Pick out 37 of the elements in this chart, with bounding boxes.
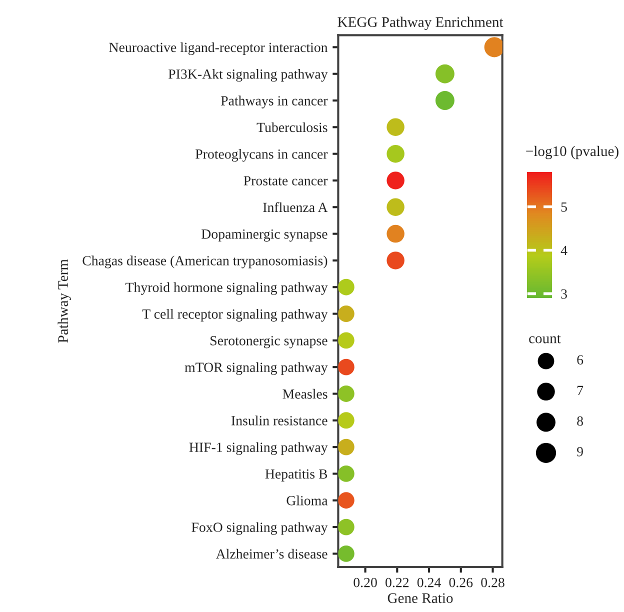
color-bar-label: 5 [561, 202, 567, 212]
legend-label: 6 [577, 355, 584, 365]
x-axis-title: Gene Ratio [388, 593, 453, 604]
x-tick-label: 0.28 [481, 578, 504, 588]
legend-title: count [529, 334, 561, 344]
y-tick-label: Neuroactive ligand-receptor interaction [109, 42, 328, 55]
y-tick-label: Serotonergic synapse [210, 336, 328, 348]
y-tick-label: Measles [282, 388, 328, 399]
y-tick-label: FoxO signaling pathway [192, 522, 328, 535]
y-tick-label: Pathways in cancer [220, 96, 328, 108]
y-tick-label: PI3K-Akt signaling pathway [168, 69, 328, 82]
y-tick-label: mTOR signaling pathway [184, 362, 328, 375]
y-tick-label: Proteoglycans in cancer [196, 149, 328, 162]
x-tick-label: 0.24 [417, 578, 441, 588]
y-tick-label: Tuberculosis [256, 122, 328, 132]
x-tick-label: 0.22 [386, 578, 409, 588]
color-bar-title: −log10 (pvalue) [526, 146, 618, 160]
y-tick-label: Chagas disease (American trypanosomiasis) [82, 256, 328, 268]
y-tick-label: Insulin resistance [231, 416, 328, 426]
legend-label: 8 [577, 416, 583, 426]
y-axis-title: Pathway Term [58, 259, 71, 343]
y-tick-label: Thyroid hormone signaling pathway [126, 282, 328, 295]
chart-title: KEGG Pathway Enrichment [338, 16, 504, 30]
y-tick-label: T cell receptor signaling pathway [142, 308, 328, 322]
y-tick-label: Hepatitis B [265, 469, 328, 482]
y-tick-label: HIF-1 signaling pathway [189, 442, 328, 455]
y-tick-label: Alzheimer’s disease [216, 548, 328, 559]
x-tick-label: 0.20 [354, 578, 377, 588]
color-bar-label: 4 [560, 246, 568, 256]
y-tick-label: Prostate cancer [244, 176, 328, 186]
y-tick-label: Dopaminergic synapse [202, 229, 328, 242]
color-bar-label: 3 [561, 289, 567, 299]
y-tick-label: Influenza A [263, 202, 328, 212]
y-tick-label: Glioma [286, 496, 328, 506]
x-tick-label: 0.26 [449, 578, 473, 588]
legend-label: 9 [577, 447, 583, 456]
legend-label: 7 [577, 386, 584, 396]
